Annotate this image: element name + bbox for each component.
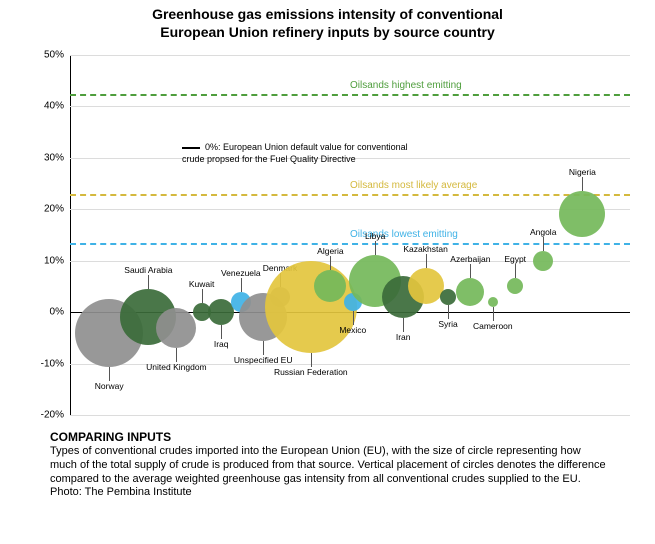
- bubble-label: Syria: [438, 319, 457, 329]
- title-line-2: European Union refinery inputs by source…: [160, 24, 495, 40]
- leader-line: [353, 311, 354, 325]
- ytick-label: 10%: [44, 255, 64, 266]
- leader-line: [375, 241, 376, 255]
- ytick-label: 50%: [44, 50, 64, 61]
- caption-credit: Photo: The Pembina Institute: [50, 486, 610, 500]
- bubble-label: Cameroon: [473, 321, 513, 331]
- leader-line: [543, 237, 544, 251]
- reference-line: [70, 194, 630, 196]
- leader-line: [241, 278, 242, 292]
- bubble-label: Norway: [95, 381, 124, 391]
- bubble: [559, 191, 605, 237]
- gridline: [70, 55, 630, 56]
- reference-line: [70, 94, 630, 96]
- bubble: [507, 278, 523, 294]
- leader-line: [470, 264, 471, 278]
- bubble-label: United Kingdom: [146, 362, 206, 372]
- bubble: [265, 261, 357, 353]
- gridline: [70, 415, 630, 416]
- zero-note-marker: [182, 147, 200, 149]
- ytick-label: 0%: [50, 307, 64, 318]
- bubble-label: Iran: [396, 332, 411, 342]
- plot-area: -20%-10%0%10%20%30%40%50%Oilsands highes…: [70, 55, 630, 415]
- leader-line: [448, 305, 449, 319]
- leader-line: [330, 256, 331, 270]
- leader-line: [176, 348, 177, 362]
- chart-page: Greenhouse gas emissions intensity of co…: [0, 0, 655, 544]
- leader-line: [202, 289, 203, 303]
- bubble-label: Algeria: [317, 246, 343, 256]
- zero-note-text: 0%: European Union default value for con…: [182, 142, 408, 164]
- bubble-label: Kazakhstan: [403, 244, 447, 254]
- ytick-label: -20%: [41, 410, 64, 421]
- reference-line-label: Oilsands highest emitting: [350, 80, 462, 91]
- zero-note: 0%: European Union default value for con…: [182, 142, 412, 165]
- bubble-label: Nigeria: [569, 167, 596, 177]
- bubble: [156, 308, 196, 348]
- bubble-label: Azerbaijan: [450, 254, 490, 264]
- bubble-label: Russian Federation: [274, 367, 348, 377]
- reference-line: [70, 243, 630, 245]
- reference-line-label: Oilsands most likely average: [350, 180, 477, 191]
- leader-line: [221, 325, 222, 339]
- bubble-label: Iraq: [214, 339, 229, 349]
- leader-line: [515, 264, 516, 278]
- bubble-label: Unspecified EU: [234, 355, 293, 365]
- ytick-label: -10%: [41, 358, 64, 369]
- leader-line: [109, 367, 110, 381]
- title-line-1: Greenhouse gas emissions intensity of co…: [152, 6, 503, 22]
- leader-line: [263, 341, 264, 355]
- bubble-label: Kuwait: [189, 279, 215, 289]
- ytick-label: 20%: [44, 204, 64, 215]
- caption-body: Types of conventional crudes imported in…: [50, 445, 610, 486]
- bubble-label: Egypt: [504, 254, 526, 264]
- leader-line: [493, 307, 494, 321]
- bubble-label: Venezuela: [221, 268, 261, 278]
- caption-block: COMPARING INPUTS Types of conventional c…: [50, 430, 610, 500]
- bubble-label: Saudi Arabia: [124, 265, 172, 275]
- bubble: [488, 297, 498, 307]
- bubble: [533, 251, 553, 271]
- leader-line: [582, 177, 583, 191]
- gridline: [70, 106, 630, 107]
- bubble: [440, 289, 456, 305]
- y-axis-line: [70, 55, 71, 415]
- chart-title: Greenhouse gas emissions intensity of co…: [0, 6, 655, 41]
- bubble: [314, 270, 346, 302]
- bubble: [456, 278, 484, 306]
- bubble: [408, 268, 444, 304]
- ytick-label: 40%: [44, 101, 64, 112]
- leader-line: [311, 353, 312, 367]
- gridline: [70, 209, 630, 210]
- ytick-label: 30%: [44, 152, 64, 163]
- leader-line: [426, 254, 427, 268]
- bubble-label: Angola: [530, 227, 556, 237]
- leader-line: [403, 318, 404, 332]
- caption-heading: COMPARING INPUTS: [50, 430, 610, 445]
- leader-line: [148, 275, 149, 289]
- bubble-label: Mexico: [339, 325, 366, 335]
- bubble-label: Libya: [365, 231, 385, 241]
